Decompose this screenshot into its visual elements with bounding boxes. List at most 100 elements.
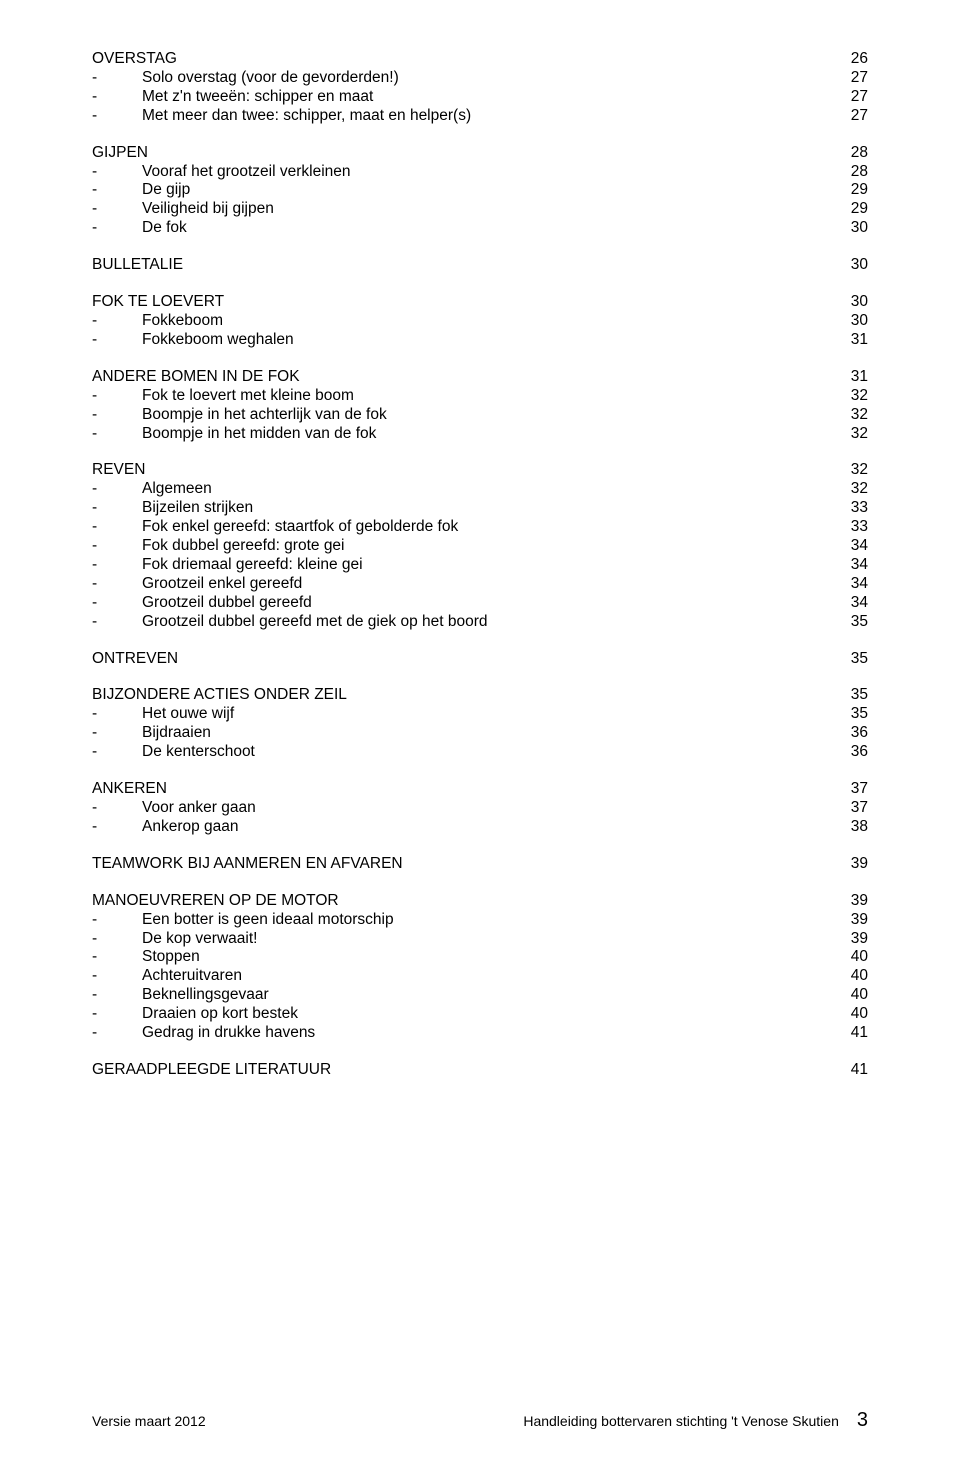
toc-item-row: Gedrag in drukke havens41 bbox=[92, 1024, 868, 1043]
toc-item-row: Boompje in het achterlijk van de fok32 bbox=[92, 406, 868, 425]
toc-item-page: 30 bbox=[828, 312, 868, 331]
toc-item-label: Het ouwe wijf bbox=[92, 705, 828, 724]
toc-item-page: 37 bbox=[828, 799, 868, 818]
table-of-contents: OVERSTAG26Solo overstag (voor de gevorde… bbox=[92, 50, 868, 1080]
toc-item-page: 27 bbox=[828, 107, 868, 126]
toc-item-label: Fokkeboom bbox=[92, 312, 828, 331]
toc-item-page: 29 bbox=[828, 200, 868, 219]
toc-heading-page: 30 bbox=[828, 256, 868, 275]
toc-heading-row: OVERSTAG26 bbox=[92, 50, 868, 69]
toc-heading-row: GIJPEN28 bbox=[92, 144, 868, 163]
toc-heading-row: ONTREVEN35 bbox=[92, 650, 868, 669]
toc-heading-page: 32 bbox=[828, 461, 868, 480]
toc-item-page: 35 bbox=[828, 613, 868, 632]
toc-item-label: Vooraf het grootzeil verkleinen bbox=[92, 163, 828, 182]
toc-item-label: Grootzeil enkel gereefd bbox=[92, 575, 828, 594]
toc-item-page: 33 bbox=[828, 499, 868, 518]
toc-item-page: 41 bbox=[828, 1024, 868, 1043]
toc-item-label: Veiligheid bij gijpen bbox=[92, 200, 828, 219]
toc-heading-label: OVERSTAG bbox=[92, 50, 828, 69]
toc-heading-label: ANKEREN bbox=[92, 780, 828, 799]
toc-item-label: Boompje in het achterlijk van de fok bbox=[92, 406, 828, 425]
toc-item-page: 34 bbox=[828, 556, 868, 575]
toc-heading-row: MANOEUVREREN OP DE MOTOR39 bbox=[92, 892, 868, 911]
toc-heading-label: GERAADPLEEGDE LITERATUUR bbox=[92, 1061, 828, 1080]
toc-item-row: Bijdraaien36 bbox=[92, 724, 868, 743]
toc-item-row: Bijzeilen strijken33 bbox=[92, 499, 868, 518]
toc-item-page: 32 bbox=[828, 387, 868, 406]
toc-item-label: Een botter is geen ideaal motorschip bbox=[92, 911, 828, 930]
toc-item-row: Achteruitvaren40 bbox=[92, 967, 868, 986]
toc-item-row: Het ouwe wijf35 bbox=[92, 705, 868, 724]
toc-item-row: Fok te loevert met kleine boom32 bbox=[92, 387, 868, 406]
toc-item-label: Fokkeboom weghalen bbox=[92, 331, 828, 350]
toc-item-label: Bijdraaien bbox=[92, 724, 828, 743]
toc-item-page: 35 bbox=[828, 705, 868, 724]
toc-item-page: 40 bbox=[828, 986, 868, 1005]
toc-item-row: De fok30 bbox=[92, 219, 868, 238]
toc-item-page: 31 bbox=[828, 331, 868, 350]
toc-item-label: Achteruitvaren bbox=[92, 967, 828, 986]
toc-heading-page: 28 bbox=[828, 144, 868, 163]
toc-item-row: Fok dubbel gereefd: grote gei34 bbox=[92, 537, 868, 556]
toc-item-row: Draaien op kort bestek40 bbox=[92, 1005, 868, 1024]
toc-heading-label: REVEN bbox=[92, 461, 828, 480]
toc-item-row: Voor anker gaan37 bbox=[92, 799, 868, 818]
toc-heading-page: 39 bbox=[828, 855, 868, 874]
toc-section: GIJPEN28Vooraf het grootzeil verkleinen2… bbox=[92, 144, 868, 239]
toc-item-row: Veiligheid bij gijpen29 bbox=[92, 200, 868, 219]
toc-item-page: 40 bbox=[828, 948, 868, 967]
toc-section: REVEN32Algemeen32Bijzeilen strijken33Fok… bbox=[92, 461, 868, 631]
toc-item-label: Grootzeil dubbel gereefd bbox=[92, 594, 828, 613]
toc-item-row: Fok driemaal gereefd: kleine gei34 bbox=[92, 556, 868, 575]
toc-item-label: Beknellingsgevaar bbox=[92, 986, 828, 1005]
toc-heading-row: REVEN32 bbox=[92, 461, 868, 480]
toc-item-row: Fokkeboom weghalen31 bbox=[92, 331, 868, 350]
toc-item-row: Grootzeil dubbel gereefd34 bbox=[92, 594, 868, 613]
toc-item-row: De gijp29 bbox=[92, 181, 868, 200]
toc-item-row: Beknellingsgevaar40 bbox=[92, 986, 868, 1005]
toc-heading-page: 41 bbox=[828, 1061, 868, 1080]
toc-heading-label: ONTREVEN bbox=[92, 650, 828, 669]
toc-section: OVERSTAG26Solo overstag (voor de gevorde… bbox=[92, 50, 868, 126]
toc-item-row: Solo overstag (voor de gevorderden!)27 bbox=[92, 69, 868, 88]
toc-section: BULLETALIE30 bbox=[92, 256, 868, 275]
toc-heading-row: BULLETALIE30 bbox=[92, 256, 868, 275]
toc-section: MANOEUVREREN OP DE MOTOR39Een botter is … bbox=[92, 892, 868, 1043]
toc-item-label: Bijzeilen strijken bbox=[92, 499, 828, 518]
toc-item-page: 27 bbox=[828, 88, 868, 107]
toc-section: ANKEREN37Voor anker gaan37Ankerop gaan38 bbox=[92, 780, 868, 837]
toc-section: TEAMWORK BIJ AANMEREN EN AFVAREN39 bbox=[92, 855, 868, 874]
footer-page-number: 3 bbox=[857, 1409, 868, 1432]
toc-section: GERAADPLEEGDE LITERATUUR41 bbox=[92, 1061, 868, 1080]
toc-item-page: 30 bbox=[828, 219, 868, 238]
toc-item-row: Vooraf het grootzeil verkleinen28 bbox=[92, 163, 868, 182]
toc-item-label: Fok driemaal gereefd: kleine gei bbox=[92, 556, 828, 575]
toc-section: ANDERE BOMEN IN DE FOK31Fok te loevert m… bbox=[92, 368, 868, 444]
toc-heading-page: 37 bbox=[828, 780, 868, 799]
toc-heading-page: 35 bbox=[828, 650, 868, 669]
toc-item-row: Stoppen40 bbox=[92, 948, 868, 967]
toc-item-row: Algemeen32 bbox=[92, 480, 868, 499]
toc-section: ONTREVEN35 bbox=[92, 650, 868, 669]
toc-heading-row: ANKEREN37 bbox=[92, 780, 868, 799]
toc-item-row: Ankerop gaan38 bbox=[92, 818, 868, 837]
toc-item-page: 32 bbox=[828, 480, 868, 499]
toc-item-label: Fok dubbel gereefd: grote gei bbox=[92, 537, 828, 556]
toc-heading-label: GIJPEN bbox=[92, 144, 828, 163]
toc-heading-row: TEAMWORK BIJ AANMEREN EN AFVAREN39 bbox=[92, 855, 868, 874]
toc-heading-row: FOK TE LOEVERT30 bbox=[92, 293, 868, 312]
toc-heading-page: 39 bbox=[828, 892, 868, 911]
toc-item-row: De kenterschoot36 bbox=[92, 743, 868, 762]
toc-item-page: 34 bbox=[828, 575, 868, 594]
toc-item-label: Draaien op kort bestek bbox=[92, 1005, 828, 1024]
toc-item-label: Grootzeil dubbel gereefd met de giek op … bbox=[92, 613, 828, 632]
toc-item-page: 39 bbox=[828, 930, 868, 949]
toc-item-row: De kop verwaait!39 bbox=[92, 930, 868, 949]
toc-item-label: Met meer dan twee: schipper, maat en hel… bbox=[92, 107, 828, 126]
toc-item-page: 40 bbox=[828, 967, 868, 986]
toc-heading-row: ANDERE BOMEN IN DE FOK31 bbox=[92, 368, 868, 387]
toc-item-page: 32 bbox=[828, 425, 868, 444]
toc-item-page: 36 bbox=[828, 743, 868, 762]
toc-item-page: 40 bbox=[828, 1005, 868, 1024]
